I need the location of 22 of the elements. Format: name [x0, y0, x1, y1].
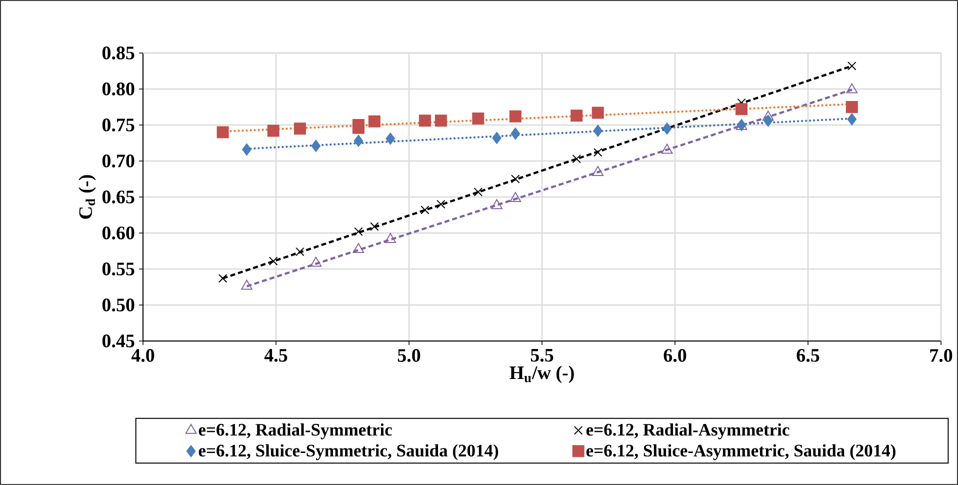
y-tick-label: 0.70: [102, 154, 134, 168]
x-tick-label: 7.0: [930, 349, 952, 362]
x-tick-label: 6.0: [664, 349, 686, 362]
y-tick-label: 0.50: [102, 298, 134, 312]
legend-label: e=6.12, Sluice-Asymmetric, Sauida (2014): [586, 444, 896, 460]
y-tick-label: 0.45: [102, 334, 134, 348]
y-tick-label: 0.60: [102, 226, 134, 240]
y-tick-label: 0.75: [102, 118, 134, 132]
y-tick-label: 0.65: [102, 190, 134, 204]
x-tick-label: 4.0: [131, 349, 154, 362]
y-tick-label: 0.80: [102, 82, 134, 96]
x-tick-label: 5.5: [530, 349, 554, 362]
x-tick-label: 6.5: [796, 349, 820, 362]
y-axis-title: C$_{d}$ (-): [78, 175, 96, 219]
x-tick-label: 5.0: [398, 349, 420, 362]
x-axis-title: H$_{u}$/w (-): [510, 366, 574, 384]
y-tick-label: 0.55: [102, 262, 134, 276]
x-tick-label: 4.5: [264, 349, 288, 362]
legend-label: e=6.12, Sluice-Symmetric, Sauida (2014): [198, 444, 498, 460]
y-tick-label: 0.85: [102, 46, 134, 60]
legend-label: e=6.12, Radial-Symmetric: [198, 423, 392, 440]
legend-label: e=6.12, Radial-Asymmetric: [586, 423, 790, 440]
